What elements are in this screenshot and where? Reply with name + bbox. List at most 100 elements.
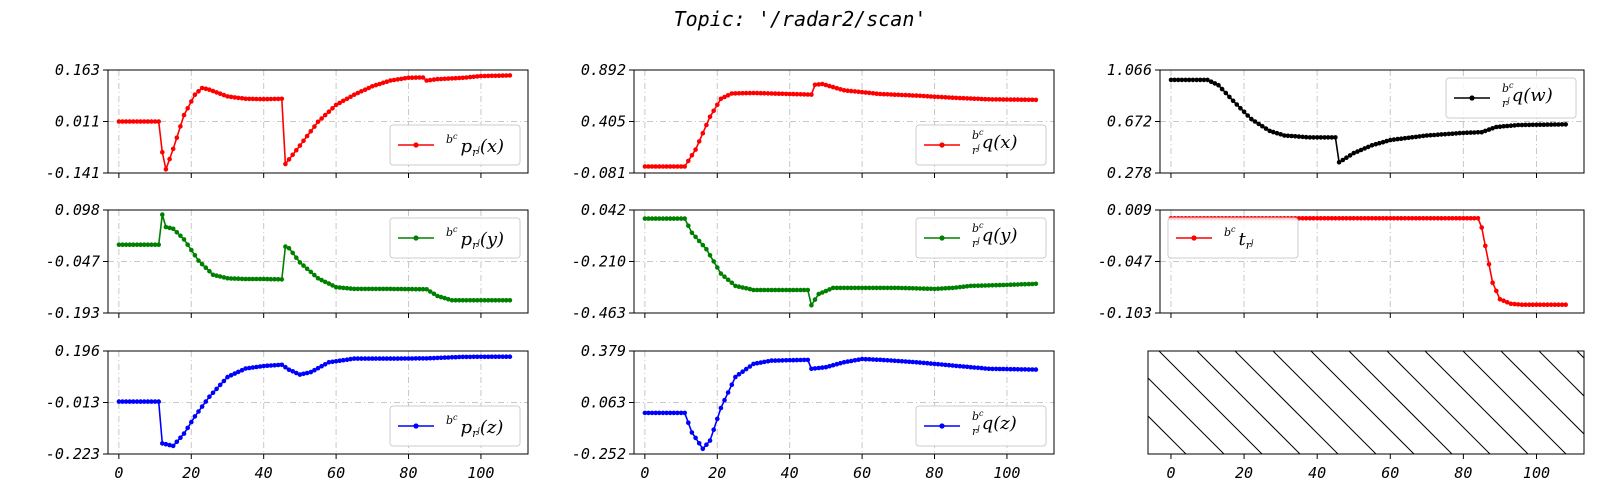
data-point	[167, 156, 172, 162]
data-point	[417, 286, 422, 292]
y-tick-label: -0.210	[572, 253, 626, 271]
data-point	[196, 258, 201, 263]
data-point	[896, 92, 901, 98]
data-point	[1030, 97, 1035, 103]
data-point	[830, 84, 836, 90]
hatch-line	[1234, 351, 1339, 454]
data-point	[268, 96, 274, 102]
data-point	[257, 96, 263, 102]
subplot-3: 1.066 0.672 0.278 bc rj q(w)	[1107, 61, 1585, 182]
y-tick-label: 0.098	[55, 201, 100, 219]
data-point	[957, 363, 963, 369]
data-point	[207, 268, 212, 274]
data-point	[359, 89, 364, 94]
data-point	[170, 146, 176, 152]
data-point	[149, 399, 154, 404]
data-point	[939, 362, 945, 367]
data-point	[228, 94, 234, 100]
y-tick-label: 1.066	[1107, 61, 1152, 79]
data-point	[319, 363, 324, 369]
data-point	[170, 443, 176, 449]
data-point	[120, 119, 125, 124]
data-point	[406, 286, 411, 292]
data-point	[917, 93, 923, 99]
data-point	[181, 237, 187, 242]
data-point	[199, 261, 205, 267]
data-point	[1534, 302, 1539, 308]
data-point	[961, 364, 966, 369]
data-point	[308, 129, 314, 134]
data-point	[917, 360, 923, 365]
data-point	[1296, 134, 1302, 139]
data-point	[1380, 216, 1386, 221]
data-point	[192, 92, 198, 97]
x-tick-label: 100	[467, 464, 494, 482]
data-point	[693, 234, 698, 240]
data-point	[881, 285, 887, 291]
data-point	[435, 76, 440, 82]
data-point	[1512, 301, 1517, 307]
data-point	[1494, 124, 1499, 130]
data-point	[1468, 130, 1473, 135]
data-point	[1388, 137, 1393, 143]
data-point	[946, 95, 952, 100]
data-point	[751, 361, 756, 367]
data-point	[863, 90, 868, 95]
data-point	[1428, 132, 1433, 138]
data-point	[304, 133, 310, 139]
data-point	[1461, 130, 1466, 136]
y-tick-label: 0.196	[55, 342, 100, 360]
data-point	[1362, 216, 1367, 221]
data-point	[221, 275, 227, 280]
data-point	[856, 89, 861, 95]
y-tick-label: 0.042	[581, 201, 626, 219]
data-point	[203, 265, 209, 271]
data-point	[1545, 302, 1550, 308]
data-point	[283, 364, 288, 370]
data-point	[1026, 367, 1031, 372]
hatch-line	[1196, 351, 1301, 454]
data-point	[413, 75, 419, 80]
data-point	[1446, 131, 1452, 137]
data-point	[120, 399, 125, 404]
data-point	[787, 357, 792, 363]
data-point	[943, 95, 948, 100]
data-point	[1559, 122, 1565, 127]
data-point	[127, 399, 132, 404]
data-point	[185, 425, 190, 431]
data-point	[232, 276, 237, 281]
data-point	[409, 356, 415, 361]
hatch-line	[1158, 351, 1263, 454]
data-point	[297, 143, 303, 148]
data-point	[769, 358, 774, 363]
data-point	[312, 272, 317, 278]
data-point	[413, 286, 419, 292]
data-point	[1479, 129, 1484, 135]
data-point	[968, 283, 973, 289]
data-point	[888, 92, 894, 97]
legend-box	[915, 405, 1047, 447]
data-point	[1559, 302, 1565, 308]
data-point	[1552, 302, 1558, 308]
data-point	[780, 91, 785, 97]
data-point	[700, 130, 706, 136]
data-point	[456, 75, 462, 81]
data-point	[1344, 216, 1349, 221]
data-point	[373, 286, 379, 292]
data-point	[388, 78, 393, 83]
data-point	[1351, 150, 1356, 156]
data-point	[899, 285, 905, 291]
data-point	[1431, 216, 1437, 221]
data-point	[838, 285, 843, 291]
data-point	[402, 286, 408, 292]
data-point	[957, 284, 963, 290]
data-point	[972, 365, 977, 370]
data-point	[975, 96, 981, 102]
legend-box	[915, 124, 1047, 166]
y-tick-label: -0.047	[46, 253, 100, 271]
data-point	[1494, 288, 1499, 294]
data-point	[1457, 216, 1462, 221]
data-point	[214, 273, 219, 279]
data-point	[1318, 135, 1324, 140]
data-point	[384, 79, 390, 84]
